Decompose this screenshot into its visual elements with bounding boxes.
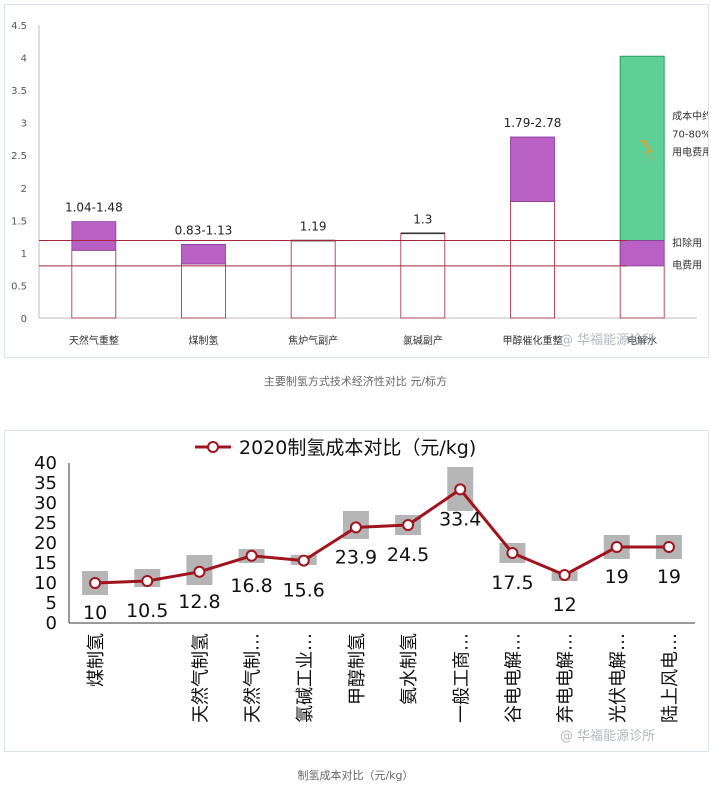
data-point xyxy=(506,547,519,559)
data-label: 19 xyxy=(605,566,629,588)
range-chart: 0 0.5 1 1.5 2 2.5 3 3.5 4 4.5 1.04-1.48 天然气重整 0.83-1… xyxy=(11,21,711,347)
x-category-label: 氯碱副产 xyxy=(403,334,443,347)
chart-title: 2020制氢成本对比（元/kg) xyxy=(239,437,476,459)
x-category-label: 陆上风电… xyxy=(660,633,681,723)
x-category-label: 一般工商… xyxy=(451,633,472,723)
range-value-label: 1.04-1.48 xyxy=(65,201,123,215)
data-point xyxy=(349,521,362,534)
data-point xyxy=(558,569,571,581)
y-tick-label: 1 xyxy=(21,249,27,260)
base-bar xyxy=(181,263,226,319)
range-bar xyxy=(510,136,555,202)
cost-line xyxy=(95,487,669,585)
y-tick-label: 3 xyxy=(21,119,27,130)
y-tick-label: 5 xyxy=(46,593,57,614)
x-category-label: 谷电电解… xyxy=(503,633,524,723)
y-tick-label: 35 xyxy=(34,473,57,494)
x-category-label: 天然气制… xyxy=(243,633,264,723)
data-label: 10 xyxy=(83,602,107,624)
green-bar-note: 70-80%是 xyxy=(672,128,708,140)
green-bar-note: 用电费用 xyxy=(672,145,708,158)
data-point xyxy=(610,541,623,553)
base-bar xyxy=(290,240,336,319)
y-tick-label: 4.5 xyxy=(11,21,27,32)
y-tick-label: 4 xyxy=(21,54,27,65)
range-value-label: 1.79-2.78 xyxy=(504,116,562,130)
x-category-label: 甲醇催化重整 xyxy=(503,334,563,347)
data-label: 23.9 xyxy=(335,546,377,568)
y-tick-label: 2.5 xyxy=(11,151,27,162)
data-label: 16.8 xyxy=(230,575,272,597)
range-bar xyxy=(71,221,117,251)
x-category-label: 煤制氢 xyxy=(189,334,219,347)
data-label: 15.6 xyxy=(283,580,325,602)
base-bar xyxy=(400,232,446,319)
data-point xyxy=(141,575,154,587)
data-point xyxy=(193,565,206,578)
y-tick-label: 3.5 xyxy=(11,86,27,97)
legend-marker xyxy=(207,441,219,453)
x-category-label: 氨水制氢 xyxy=(399,633,420,705)
non-electricity-cost-bar xyxy=(619,240,665,267)
base-bar xyxy=(510,201,555,319)
data-point xyxy=(89,577,102,589)
data-point xyxy=(245,549,258,562)
x-category-label: 弃电电解… xyxy=(556,633,577,723)
x-category-label: 天然气重整 xyxy=(69,334,119,347)
reference-line-note: 扣除用 xyxy=(672,236,702,249)
data-point xyxy=(662,541,675,553)
y-tick-label: 2 xyxy=(21,184,27,195)
x-category-label: 煤制氢 xyxy=(86,633,107,687)
range-bar xyxy=(181,244,226,265)
data-label: 17.5 xyxy=(491,572,533,594)
data-label: 12 xyxy=(552,594,576,616)
y-tick-label: 15 xyxy=(34,553,57,574)
y-tick-label: 0 xyxy=(21,314,27,325)
y-tick-label: 40 xyxy=(34,453,57,474)
x-category-label: 天然气制氢 xyxy=(190,633,211,723)
reference-line-note: 电费用 xyxy=(672,258,702,271)
data-point xyxy=(402,519,415,531)
x-category-label: 氯碱工业… xyxy=(295,633,316,723)
range-chart-panel: 0 0.5 1 1.5 2 2.5 3 3.5 4 4.5 1.04-1.48 天然气重整 0.83-1… xyxy=(4,4,711,358)
base-bar xyxy=(71,249,117,319)
range-chart-caption: 主要制氢方式技术经济性对比 元/标方 xyxy=(263,375,448,388)
data-point xyxy=(454,483,467,496)
green-bar-note: 成本中约 xyxy=(672,109,708,122)
range-value-label: 1.3 xyxy=(413,212,432,226)
data-label: 19 xyxy=(657,566,681,588)
line-chart-panel: 2020制氢成本对比（元/kg) 0 5 10 15 20 25 30 35 40 10 10.5 12… xyxy=(4,430,709,752)
range-value-label: 1.19 xyxy=(300,220,327,234)
line-chart-caption: 制氢成本对比（元/kg） xyxy=(297,769,414,782)
y-tick-label: 1.5 xyxy=(11,216,27,227)
electricity-cost-bar xyxy=(619,55,665,242)
y-tick-label: 30 xyxy=(34,493,57,514)
x-category-label: 电解水 xyxy=(627,334,657,347)
watermark-bottom: @ 华福能源诊所 xyxy=(560,729,656,744)
x-category-label: 甲醇制氢 xyxy=(347,633,368,705)
y-tick-label: 10 xyxy=(34,573,57,594)
range-value-label: 0.83-1.13 xyxy=(175,223,233,237)
x-category-label: 光伏电解… xyxy=(608,633,629,723)
data-label: 12.8 xyxy=(178,591,220,613)
x-category-label: 焦炉气副产 xyxy=(288,334,338,347)
data-point xyxy=(297,554,310,567)
y-tick-label: 0.5 xyxy=(11,281,27,292)
y-tick-label: 0 xyxy=(46,613,57,634)
data-label: 10.5 xyxy=(126,600,168,622)
y-tick-label: 20 xyxy=(34,533,57,554)
data-label: 33.4 xyxy=(439,508,481,530)
watermark-top: @ 华福能源诊所 xyxy=(560,333,656,348)
y-tick-label: 25 xyxy=(34,513,57,534)
data-label: 24.5 xyxy=(387,544,429,566)
